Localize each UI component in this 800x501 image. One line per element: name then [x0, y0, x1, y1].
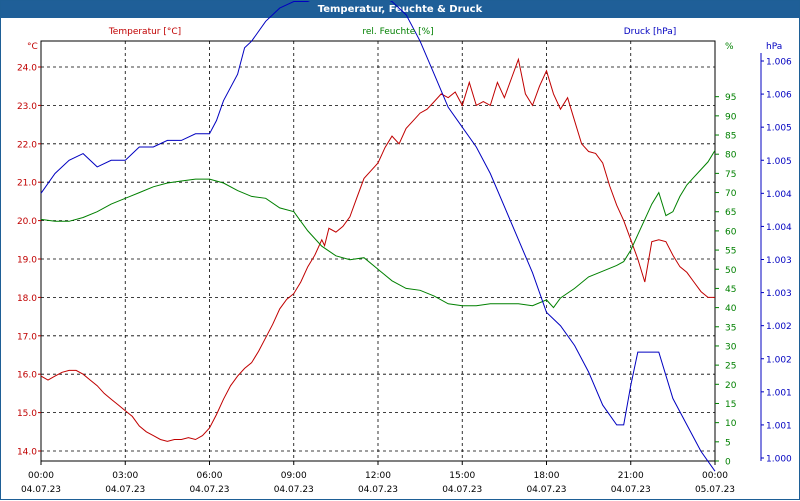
- humidity-tick-label: 75: [725, 170, 736, 180]
- pressure-tick-label: 1.004: [766, 223, 792, 233]
- x-tick-time: 06:00: [197, 471, 223, 481]
- pressure-tick-label: 1.006: [766, 58, 792, 68]
- temperature-axis-title: Temperatur [°C]: [108, 27, 181, 37]
- right-unit-label: hPa: [766, 42, 782, 52]
- x-tick-time: 18:00: [534, 471, 560, 481]
- humidity-tick-label: 70: [725, 189, 737, 199]
- x-tick-date: 04.07.23: [274, 485, 314, 495]
- pressure-tick-label: 1.001: [766, 421, 792, 431]
- x-tick-time: 00:00: [28, 471, 54, 481]
- x-tick-time: 00:00: [702, 471, 728, 481]
- humidity-tick-label: 55: [725, 247, 736, 257]
- pressure-axis-title: Druck [hPa]: [624, 27, 677, 37]
- pressure-tick-label: 1.006: [766, 91, 792, 101]
- series-line-temperature: [40, 57, 715, 442]
- left-unit-label: °C: [27, 42, 38, 52]
- humidity-tick-label: 90: [725, 112, 737, 122]
- pressure-tick-label: 1.001: [766, 388, 792, 398]
- labels: °C Temperatur [°C] rel. Feuchte [%] Druck […: [27, 27, 782, 52]
- x-tick-date: 04.07.23: [358, 485, 398, 495]
- humidity-tick-label: 80: [725, 151, 737, 161]
- humidity-unit-label: %: [725, 42, 734, 52]
- humidity-axis-title: rel. Feuchte [%]: [362, 27, 433, 37]
- pressure-tick-label: 1.002: [766, 355, 792, 365]
- temp-tick-label: 18.0: [17, 294, 37, 304]
- temp-tick-label: 24.0: [17, 64, 37, 74]
- humidity-tick-label: 15: [725, 400, 736, 410]
- x-tick-time: 09:00: [281, 471, 307, 481]
- temp-tick-label: 15.0: [17, 409, 37, 419]
- pressure-tick-label: 1.003: [766, 256, 792, 266]
- temp-tick-label: 21.0: [17, 179, 37, 189]
- temp-tick-label: 17.0: [17, 332, 37, 342]
- x-tick-time: 12:00: [365, 471, 391, 481]
- humidity-tick-label: 60: [725, 227, 737, 237]
- humidity-tick-label: 45: [725, 285, 736, 295]
- pressure-tick-label: 1.003: [766, 289, 792, 299]
- temp-tick-label: 23.0: [17, 102, 37, 112]
- axes: 14.0 15.0 16.0 17.0 18.0 19.0 20.0 21.0 22.0 23.0…: [17, 53, 792, 495]
- pressure-tick-label: 1.000: [766, 455, 792, 465]
- x-tick-time: 15:00: [449, 471, 475, 481]
- x-tick-date: 04.07.23: [105, 485, 145, 495]
- humidity-tick-label: 95: [725, 93, 736, 103]
- humidity-tick-label: 5: [725, 438, 731, 448]
- x-tick-date: 04.07.23: [189, 485, 229, 495]
- pressure-tick-label: 1.005: [766, 124, 792, 134]
- temp-tick-label: 22.0: [17, 140, 37, 150]
- plot-lines: [40, 1, 716, 472]
- humidity-tick-label: 85: [725, 132, 736, 142]
- humidity-tick-label: 40: [725, 304, 737, 314]
- x-tick-time: 03:00: [112, 471, 138, 481]
- humidity-tick-label: 0: [725, 458, 731, 468]
- series-line-humidity: [40, 150, 716, 309]
- temp-tick-label: 16.0: [17, 371, 37, 381]
- pressure-tick-label: 1.004: [766, 190, 792, 200]
- x-tick-time: 21:00: [618, 471, 644, 481]
- temp-tick-label: 20.0: [17, 217, 37, 227]
- humidity-tick-label: 35: [725, 323, 736, 333]
- x-tick-date: 04.07.23: [526, 485, 566, 495]
- humidity-tick-label: 25: [725, 362, 736, 372]
- temp-tick-label: 19.0: [17, 256, 37, 266]
- grid: [40, 40, 716, 462]
- x-tick-date: 05.07.23: [695, 485, 735, 495]
- pressure-tick-label: 1.002: [766, 322, 792, 332]
- humidity-tick-label: 30: [725, 342, 737, 352]
- humidity-tick-label: 65: [725, 208, 736, 218]
- humidity-tick-label: 10: [725, 419, 737, 429]
- pressure-tick-label: 1.005: [766, 157, 792, 167]
- humidity-tick-label: 50: [725, 266, 737, 276]
- x-tick-date: 04.07.23: [442, 485, 482, 495]
- humidity-tick-label: 20: [725, 381, 737, 391]
- temp-tick-label: 14.0: [17, 448, 37, 458]
- x-tick-date: 04.07.23: [611, 485, 651, 495]
- x-tick-date: 04.07.23: [21, 485, 61, 495]
- series-line-pressure: [40, 1, 716, 472]
